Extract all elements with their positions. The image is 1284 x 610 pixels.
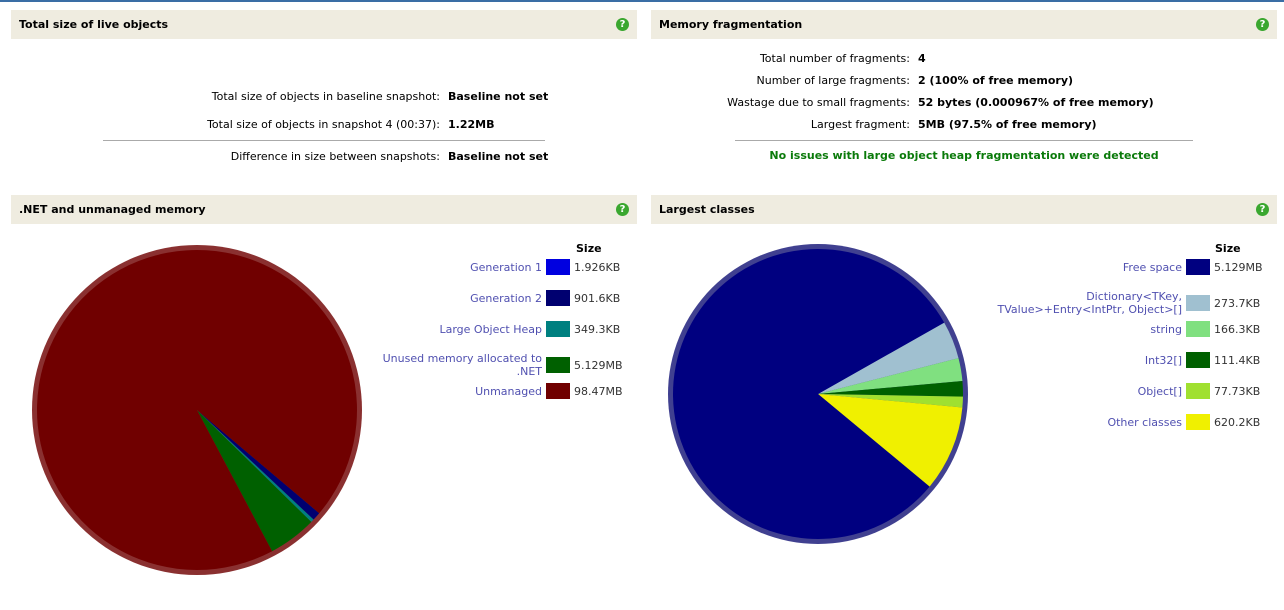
stat-label: Largest fragment: <box>810 118 910 131</box>
legend-value: 166.3KB <box>1214 322 1261 336</box>
legend-value: 77.73KB <box>1214 384 1261 398</box>
legend-label[interactable]: Int32[] <box>1144 353 1182 367</box>
legend-swatch <box>546 357 570 373</box>
legend-value: 111.4KB <box>1214 353 1261 367</box>
legend-label[interactable]: Dictionary<TKey, TValue>+Entry<IntPtr, O… <box>997 290 1182 316</box>
stat-value: 2 (100% of free memory) <box>918 74 1074 87</box>
stat-label: Difference in size between snapshots: <box>230 150 440 163</box>
legend-item[interactable]: Generation 1 1.926KB <box>362 259 620 275</box>
legend-label[interactable]: Object[] <box>1137 384 1182 398</box>
legend-swatch <box>1186 414 1210 430</box>
legend-swatch <box>1186 321 1210 337</box>
legend-item[interactable]: Int32[] 111.4KB <box>962 352 1260 368</box>
legend-item[interactable]: Other classes 620.2KB <box>962 414 1260 430</box>
legend-value: 901.6KB <box>574 291 621 305</box>
legend-swatch <box>546 321 570 337</box>
legend-value: 1.926KB <box>574 260 621 274</box>
divider <box>103 140 545 141</box>
pie-slice[interactable] <box>197 410 320 514</box>
stat-value: Baseline not set <box>448 90 549 103</box>
legend-value: 273.7KB <box>1214 296 1261 310</box>
stat-label: Number of large fragments: <box>756 74 910 87</box>
stat-value: Baseline not set <box>448 150 549 163</box>
legend-value: 620.2KB <box>1214 415 1261 429</box>
net-memory-panel: .NET and unmanaged memory? <box>11 195 637 224</box>
legend-header: Size <box>576 242 602 255</box>
pie-slice[interactable] <box>673 249 945 539</box>
legend-label[interactable]: Large Object Heap <box>439 322 542 336</box>
stat-row: Largest fragment: 5MB (97.5% of free memo… <box>700 118 1097 131</box>
pie-slice[interactable] <box>818 394 963 487</box>
pie-slice[interactable] <box>818 394 963 408</box>
largest-classes-panel: Largest classes? <box>651 195 1277 224</box>
legend-label[interactable]: Other classes <box>1107 415 1182 429</box>
legend-item[interactable]: Unmanaged 98.47MB <box>362 383 623 399</box>
legend-item[interactable]: Object[] 77.73KB <box>962 383 1260 399</box>
panel-title: Largest classes <box>659 203 755 216</box>
pie-slice[interactable] <box>197 410 314 522</box>
stat-label: Wastage due to small fragments: <box>727 96 910 109</box>
stat-row: Difference in size between snapshots: Bas… <box>100 150 548 163</box>
pie-slice[interactable] <box>818 322 959 394</box>
legend-swatch <box>1186 352 1210 368</box>
stat-value: 5MB (97.5% of free memory) <box>918 118 1097 131</box>
pie-slice[interactable] <box>818 381 963 397</box>
legend-value: 98.47MB <box>574 384 623 398</box>
legend-label[interactable]: string <box>1150 322 1182 336</box>
help-icon[interactable]: ? <box>616 203 629 216</box>
stat-value: 1.22MB <box>448 118 495 131</box>
stat-value: 4 <box>918 52 926 65</box>
panel-title: .NET and unmanaged memory <box>19 203 206 216</box>
stat-label: Total number of fragments: <box>759 52 910 65</box>
legend-swatch <box>546 259 570 275</box>
help-icon[interactable]: ? <box>1256 18 1269 31</box>
legend-swatch <box>1186 259 1210 275</box>
stat-value: 52 bytes (0.000967% of free memory) <box>918 96 1154 109</box>
stat-row: Wastage due to small fragments: 52 bytes … <box>700 96 1154 109</box>
legend-item[interactable]: Free space 5.129MB <box>962 259 1263 275</box>
help-icon[interactable]: ? <box>1256 203 1269 216</box>
legend-label[interactable]: Unused memory allocated to .NET <box>382 352 542 378</box>
stat-row: Total number of fragments: 4 <box>700 52 926 65</box>
pie-slice[interactable] <box>37 250 358 570</box>
legend-value: 5.129MB <box>1214 260 1263 274</box>
legend-item[interactable]: string 166.3KB <box>962 321 1260 337</box>
panel-title: Total size of live objects <box>19 18 169 31</box>
legend-item[interactable]: Dictionary<TKey, TValue>+Entry<IntPtr, O… <box>962 290 1261 316</box>
legend-item[interactable]: Unused memory allocated to .NET 5.129MB <box>362 352 623 378</box>
pie-slice[interactable] <box>197 410 320 520</box>
legend-label[interactable]: Generation 1 <box>470 260 542 274</box>
stat-row: Number of large fragments: 2 (100% of fre… <box>700 74 1074 87</box>
legend-swatch <box>1186 295 1210 311</box>
legend-item[interactable]: Large Object Heap 349.3KB <box>362 321 620 337</box>
pie-slice[interactable] <box>197 410 312 552</box>
panel-title: Memory fragmentation <box>659 18 803 31</box>
stat-row: Total size of objects in baseline snapsh… <box>100 90 548 103</box>
fragmentation-panel: Memory fragmentation? <box>651 10 1277 39</box>
legend-label[interactable]: Generation 2 <box>470 291 542 305</box>
legend-item[interactable]: Generation 2 901.6KB <box>362 290 620 306</box>
stat-row: Total size of objects in snapshot 4 (00:… <box>100 118 494 131</box>
stat-label: Total size of objects in snapshot 4 (00:… <box>207 118 440 131</box>
status-message: No issues with large object heap fragmen… <box>769 149 1159 162</box>
help-icon[interactable]: ? <box>616 18 629 31</box>
divider <box>735 140 1193 141</box>
legend-label[interactable]: Free space <box>1122 260 1182 274</box>
legend-swatch <box>546 290 570 306</box>
legend-header: Size <box>1215 242 1241 255</box>
legend-value: 349.3KB <box>574 322 621 336</box>
live-objects-panel: Total size of live objects? <box>11 10 637 39</box>
stat-label: Total size of objects in baseline snapsh… <box>211 90 440 103</box>
net-memory-pie <box>32 245 362 575</box>
legend-label[interactable]: Unmanaged <box>475 384 542 398</box>
pie-slice[interactable] <box>818 358 963 394</box>
legend-swatch <box>546 383 570 399</box>
legend-value: 5.129MB <box>574 358 623 372</box>
legend-swatch <box>1186 383 1210 399</box>
